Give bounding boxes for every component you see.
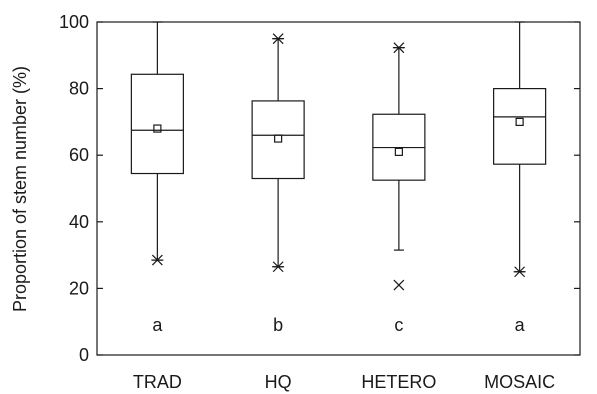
y-axis-title: Proportion of stem number (%) — [10, 66, 30, 312]
y-tick-label: 40 — [69, 212, 89, 232]
x-category-label: MOSAIC — [484, 372, 555, 392]
box-hq — [251, 33, 305, 273]
outlier-asterisk — [392, 42, 405, 54]
significance-letter: a — [515, 315, 526, 335]
significance-letter: a — [152, 315, 163, 335]
significance-letter: c — [394, 315, 403, 335]
y-tick-label: 100 — [59, 12, 89, 32]
outlier-asterisk — [272, 33, 285, 45]
outlier-asterisk — [151, 254, 164, 266]
x-category-label: HETERO — [361, 372, 436, 392]
significance-letter: b — [273, 315, 283, 335]
y-tick-label: 60 — [69, 145, 89, 165]
y-tick-label: 20 — [69, 278, 89, 298]
y-tick-label: 0 — [79, 345, 89, 365]
box-hetero — [372, 42, 426, 291]
y-axis-ticks: 0 20 40 60 80 100 — [59, 12, 580, 365]
mean-marker — [153, 124, 162, 133]
box-iqr — [251, 100, 305, 180]
outlier-asterisk — [272, 261, 285, 273]
mean-marker — [394, 147, 403, 156]
mean-marker — [274, 134, 283, 143]
box-trad — [130, 21, 184, 266]
box-iqr — [493, 87, 547, 165]
plot-frame — [96, 21, 581, 356]
outlier-asterisk — [513, 266, 526, 278]
x-category-label: HQ — [265, 372, 292, 392]
boxes — [130, 21, 547, 291]
outlier-cross — [393, 279, 405, 291]
mean-marker — [515, 117, 524, 127]
plot-area-border — [96, 21, 581, 356]
x-category-label: TRAD — [133, 372, 182, 392]
labels: a TRAD b HQ c HETERO a MOSAIC — [133, 315, 555, 392]
box-mosaic — [493, 21, 547, 278]
y-tick-label: 80 — [69, 79, 89, 99]
box-iqr — [130, 73, 184, 175]
